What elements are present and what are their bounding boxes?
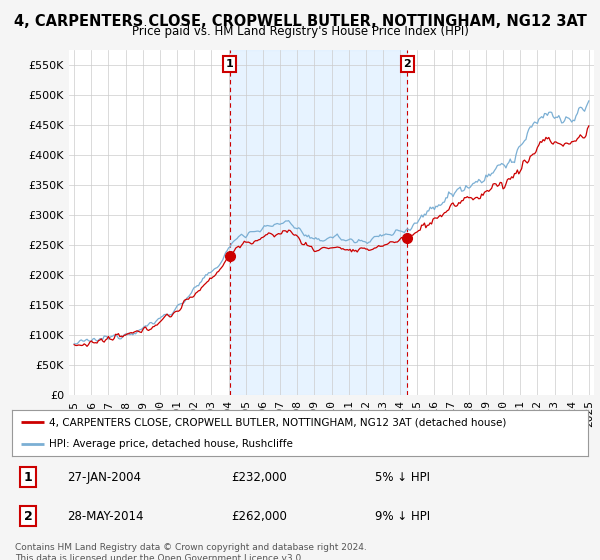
Text: 1: 1 [24,470,32,484]
Text: Price paid vs. HM Land Registry's House Price Index (HPI): Price paid vs. HM Land Registry's House … [131,25,469,38]
Bar [230,50,407,395]
Text: £232,000: £232,000 [231,470,287,484]
Text: 2: 2 [403,59,411,69]
Text: HPI: Average price, detached house, Rushcliffe: HPI: Average price, detached house, Rush… [49,440,293,450]
Text: 1: 1 [226,59,233,69]
Text: £262,000: £262,000 [231,510,287,523]
Text: 4, CARPENTERS CLOSE, CROPWELL BUTLER, NOTTINGHAM, NG12 3AT: 4, CARPENTERS CLOSE, CROPWELL BUTLER, NO… [14,14,586,29]
Text: 4, CARPENTERS CLOSE, CROPWELL BUTLER, NOTTINGHAM, NG12 3AT (detached house): 4, CARPENTERS CLOSE, CROPWELL BUTLER, NO… [49,417,507,427]
Text: Contains HM Land Registry data © Crown copyright and database right 2024.
This d: Contains HM Land Registry data © Crown c… [15,543,367,560]
Text: 28-MAY-2014: 28-MAY-2014 [67,510,143,523]
Text: 2: 2 [24,510,32,523]
Text: 5% ↓ HPI: 5% ↓ HPI [375,470,430,484]
Text: 27-JAN-2004: 27-JAN-2004 [67,470,141,484]
Text: 9% ↓ HPI: 9% ↓ HPI [375,510,430,523]
